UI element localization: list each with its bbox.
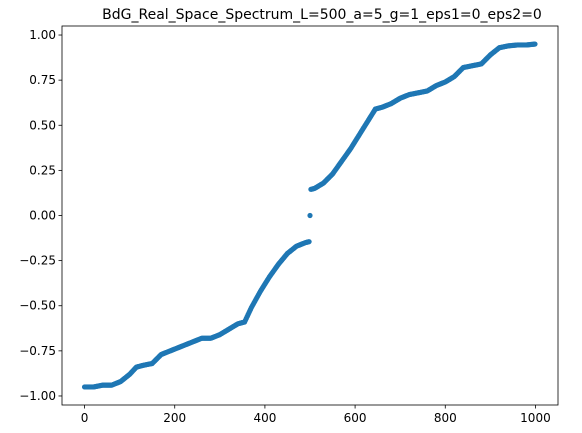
y-tick-label: 0.75 bbox=[29, 73, 56, 87]
data-point bbox=[306, 239, 312, 245]
data-points bbox=[81, 41, 538, 390]
y-tick-label: −1.00 bbox=[19, 389, 56, 403]
x-axis-ticks: 0 200 400 600 800 1000 bbox=[81, 405, 551, 425]
y-tick-label: 1.00 bbox=[29, 28, 56, 42]
x-tick-label: 1000 bbox=[520, 411, 551, 425]
x-tick-label: 200 bbox=[163, 411, 186, 425]
data-point bbox=[307, 212, 313, 219]
x-tick-label: 600 bbox=[344, 411, 367, 425]
x-tick-label: 800 bbox=[434, 411, 457, 425]
chart-title: BdG_Real_Space_Spectrum_L=500_a=5_g=1_ep… bbox=[102, 7, 542, 23]
x-tick-label: 400 bbox=[253, 411, 276, 425]
y-tick-label: −0.50 bbox=[19, 299, 56, 313]
data-point bbox=[532, 41, 538, 47]
y-tick-label: 0.25 bbox=[29, 163, 56, 177]
y-tick-label: −0.25 bbox=[19, 254, 56, 268]
y-tick-label: 0.50 bbox=[29, 118, 56, 132]
y-tick-label: −0.75 bbox=[19, 344, 56, 358]
y-tick-label: 0.00 bbox=[29, 209, 56, 223]
x-tick-label: 0 bbox=[81, 411, 89, 425]
y-axis-ticks: −1.00 −0.75 −0.50 −0.25 0.00 0.25 0.50 0.75 1.00 bbox=[19, 28, 62, 403]
